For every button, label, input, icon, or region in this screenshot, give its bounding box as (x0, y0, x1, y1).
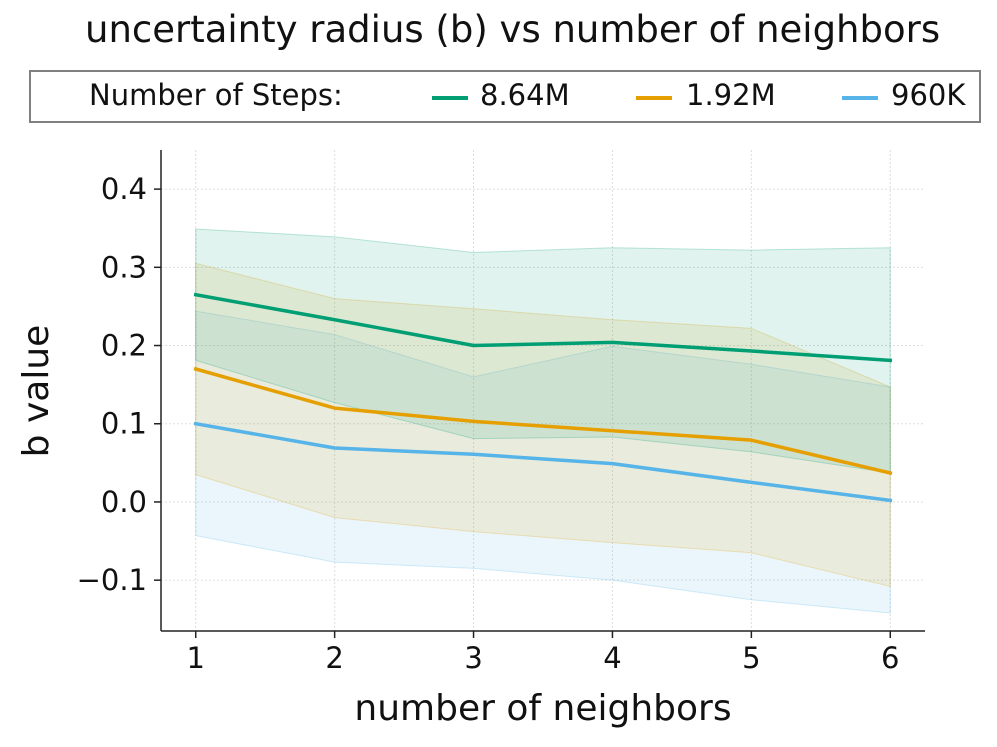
grid (161, 150, 925, 631)
line-8-64m (193, 292, 893, 363)
series-lines (193, 292, 893, 503)
x-tick-label: 5 (742, 641, 760, 675)
x-tick-label: 2 (325, 641, 343, 675)
y-tick-label: 0.0 (101, 485, 147, 519)
x-tick-label: 6 (881, 641, 899, 675)
chart-title: uncertainty radius (b) vs number of neig… (85, 8, 941, 51)
y-tick-label: −0.1 (77, 563, 147, 597)
legend-label-960k: 960K (891, 78, 966, 112)
x-tick-label: 1 (187, 641, 205, 675)
legend-swatch-960k (842, 96, 878, 100)
y-tick-label: 0.1 (101, 407, 147, 441)
legend-swatch-8-64m (432, 96, 468, 100)
y-tick-label: 0.4 (101, 172, 147, 206)
legend: Number of Steps: 8.64M 1.92M 960K (29, 70, 981, 123)
x-axis-label: number of neighbors (354, 688, 731, 729)
x-tick-label: 4 (603, 641, 621, 675)
legend-title: Number of Steps: (89, 78, 343, 112)
line-960k (193, 421, 893, 503)
band-960k (195, 310, 891, 614)
y-tick-label: 0.2 (101, 329, 147, 363)
y-axis-label: b value (16, 325, 57, 458)
legend-label-8-64m: 8.64M (480, 78, 570, 112)
confidence-bands (195, 228, 891, 614)
legend-label-1-92m: 1.92M (686, 78, 776, 112)
axes: 1 2 3 4 5 6 −0.1 0.0 0.1 0.2 0.3 0.4 (77, 150, 925, 675)
legend-swatch-1-92m (636, 96, 672, 100)
y-tick-label: 0.3 (101, 250, 147, 284)
line-1-92m (193, 366, 893, 476)
x-tick-label: 3 (464, 641, 482, 675)
